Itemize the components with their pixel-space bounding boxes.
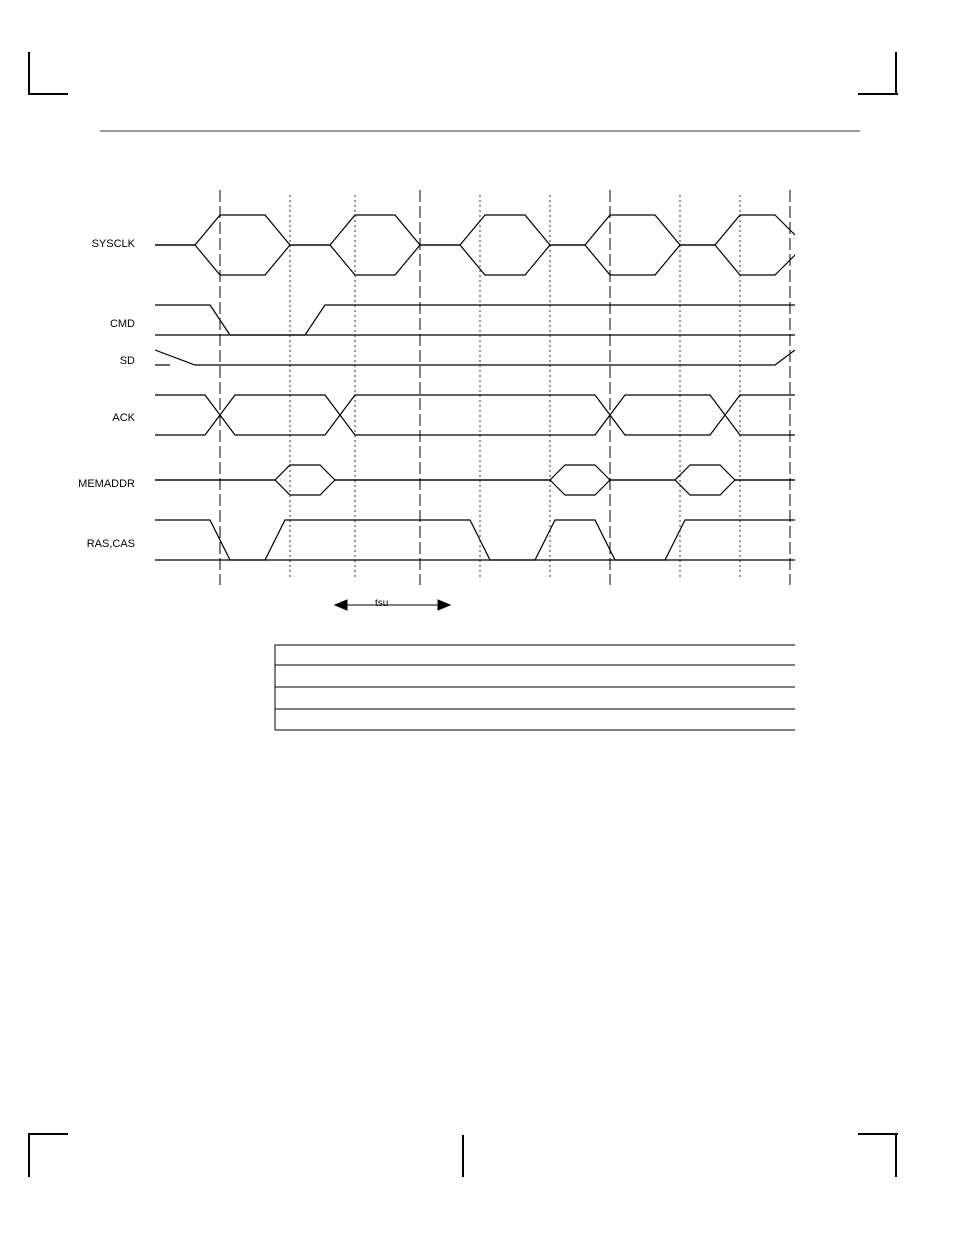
dimension-label: tsu [375,598,388,609]
label-sysclk: SYSCLK [80,238,135,250]
crop-mark-tr-h [858,93,898,95]
crop-mark-bl-v [28,1135,30,1177]
label-memaddr: MEMADDR [75,478,135,490]
crop-mark-tl-h [28,93,68,95]
header-rule [100,130,860,132]
crop-mark-tl-v [28,52,30,94]
crop-mark-bl-h [28,1133,68,1135]
crop-mark-bc [462,1135,464,1177]
crop-mark-br-h [858,1133,898,1135]
label-sd: SD [80,355,135,367]
label-cmd: CMD [80,318,135,330]
crop-mark-tr-v [895,52,897,94]
timing-diagram [155,190,795,720]
label-ras: RAS,CAS [75,538,135,550]
label-ack: ACK [80,412,135,424]
crop-mark-br-v [895,1135,897,1177]
